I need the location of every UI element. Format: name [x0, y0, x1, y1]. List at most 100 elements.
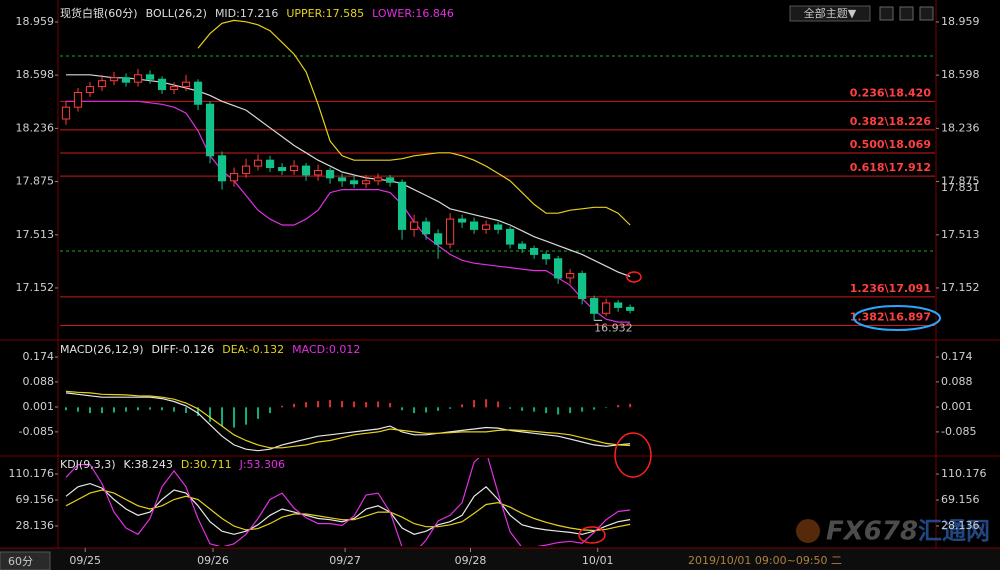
- candle-body: [385, 177, 395, 183]
- candle-body: [361, 180, 371, 185]
- period-tab-label[interactable]: 60分: [8, 555, 33, 568]
- watermark-brand: FX678: [826, 517, 918, 547]
- candle-body: [409, 221, 419, 230]
- candle-body: [530, 248, 539, 255]
- legend-entry: D:30.711: [181, 458, 232, 471]
- x-tick-label: 10/01: [582, 554, 614, 567]
- y-tick-label: 18.959: [16, 15, 55, 28]
- x-tick-label: 09/28: [455, 554, 487, 567]
- candle-body: [97, 80, 107, 88]
- candle-body: [506, 228, 515, 245]
- y-tick-label-right: 110.176: [941, 467, 987, 480]
- y-tick-label: 0.001: [23, 400, 55, 413]
- fib-level-label: 0.236\18.420: [850, 86, 932, 99]
- y-tick-label: 18.598: [16, 68, 55, 81]
- candle-body: [457, 218, 467, 223]
- indicator-line: [65, 390, 631, 449]
- candle-body: [133, 74, 143, 83]
- candle-body: [121, 77, 131, 83]
- indicator-line: [65, 458, 631, 546]
- candle-body: [289, 165, 299, 171]
- fib-level-label: 0.500\18.069: [850, 138, 931, 151]
- fib-level-label: 0.382\18.226: [850, 115, 932, 128]
- annotation-ellipse: [578, 526, 606, 544]
- toolbar-icon[interactable]: [919, 6, 934, 21]
- y-tick-label: 0.088: [23, 375, 55, 388]
- legend-entry: LOWER:16.846: [372, 7, 454, 20]
- candle-body: [578, 273, 587, 300]
- candle-body: [73, 91, 83, 108]
- fib-level-label: 1.382\16.897: [850, 310, 931, 323]
- candle-body: [614, 302, 623, 308]
- y-tick-label-right: 17.152: [941, 281, 980, 294]
- y-tick-label-right: 28.136: [941, 519, 980, 532]
- indicator-label: BOLL(26,2): [146, 7, 207, 20]
- candle-body: [481, 224, 491, 230]
- annotation-ellipse: [614, 432, 652, 478]
- indicator-line: [65, 392, 631, 452]
- candle-body: [229, 172, 239, 182]
- candle-body: [109, 77, 119, 82]
- candle-body: [373, 177, 383, 182]
- x-tick-label: 09/27: [329, 554, 361, 567]
- indicator-line: [197, 19, 631, 226]
- candle-body: [61, 106, 71, 120]
- legend-entry: J:53.306: [239, 458, 285, 471]
- y-tick-label: 69.156: [16, 493, 55, 506]
- period-tab[interactable]: [0, 551, 51, 570]
- y-tick-label: 110.176: [9, 467, 55, 480]
- indicator-line: [65, 489, 631, 532]
- last-price-label: 17.831: [941, 181, 980, 194]
- candle-body: [301, 165, 311, 176]
- legend-entry: UPPER:17.585: [286, 7, 364, 20]
- theme-button-label[interactable]: 全部主题▼: [804, 6, 857, 20]
- plot-area: [65, 458, 631, 546]
- candle-body: [241, 165, 251, 174]
- y-tick-label: 28.136: [16, 519, 55, 532]
- y-tick-label: 18.236: [16, 121, 55, 134]
- y-tick-label-right: 18.236: [941, 121, 980, 134]
- candle-body: [325, 169, 335, 179]
- y-tick-label-right: 69.156: [941, 493, 980, 506]
- watermark-cn: 汇通网: [918, 517, 990, 545]
- candle-body: [145, 74, 155, 80]
- y-tick-label-right: -0.085: [941, 425, 976, 438]
- y-tick-label-right: 17.875: [941, 175, 980, 188]
- candle-body: [157, 78, 167, 91]
- fib-level-label: 0.618\17.912: [850, 161, 931, 174]
- toolbar-icon[interactable]: [879, 6, 894, 21]
- annotations: [578, 271, 941, 544]
- y-tick-label-right: 0.174: [941, 350, 973, 363]
- candle-body: [313, 169, 323, 176]
- y-tick-label-right: 17.513: [941, 228, 980, 241]
- y-tick-label-right: 0.088: [941, 375, 973, 388]
- x-tick-label: 09/26: [197, 554, 229, 567]
- time-range: 2019/10/01 09:00~09:50 二: [688, 554, 842, 567]
- candle-body: [181, 81, 191, 88]
- candle-body: [433, 233, 443, 245]
- toolbar-icon[interactable]: [899, 6, 914, 21]
- plot-area: [65, 390, 632, 452]
- y-tick-label-right: 0.001: [941, 400, 973, 413]
- candle-body: [265, 159, 275, 169]
- y-tick-label: 0.174: [23, 350, 55, 363]
- y-tick-label: 17.152: [16, 281, 55, 294]
- plot-area: 0.236\18.420 0.382\18.226 0.500\18.069 0.61…: [60, 19, 935, 326]
- y-tick-label-right: 18.959: [941, 15, 980, 28]
- candle-body: [85, 86, 95, 93]
- candle-body: [590, 298, 599, 314]
- fib-level-label: 1.236\17.091: [850, 282, 931, 295]
- legend-entry: K:38.243: [124, 458, 173, 471]
- annotation-ellipse: [853, 305, 941, 331]
- candle-body: [566, 273, 575, 279]
- candle-body: [518, 243, 527, 250]
- legend-entry: MACD:0.012: [292, 343, 360, 356]
- y-tick-label: -0.085: [19, 425, 54, 438]
- candle-body: [397, 181, 407, 230]
- legend-entry: DEA:-0.132: [222, 343, 284, 356]
- candle-body: [217, 155, 227, 182]
- candle-body: [253, 159, 263, 167]
- theme-button[interactable]: [789, 5, 871, 22]
